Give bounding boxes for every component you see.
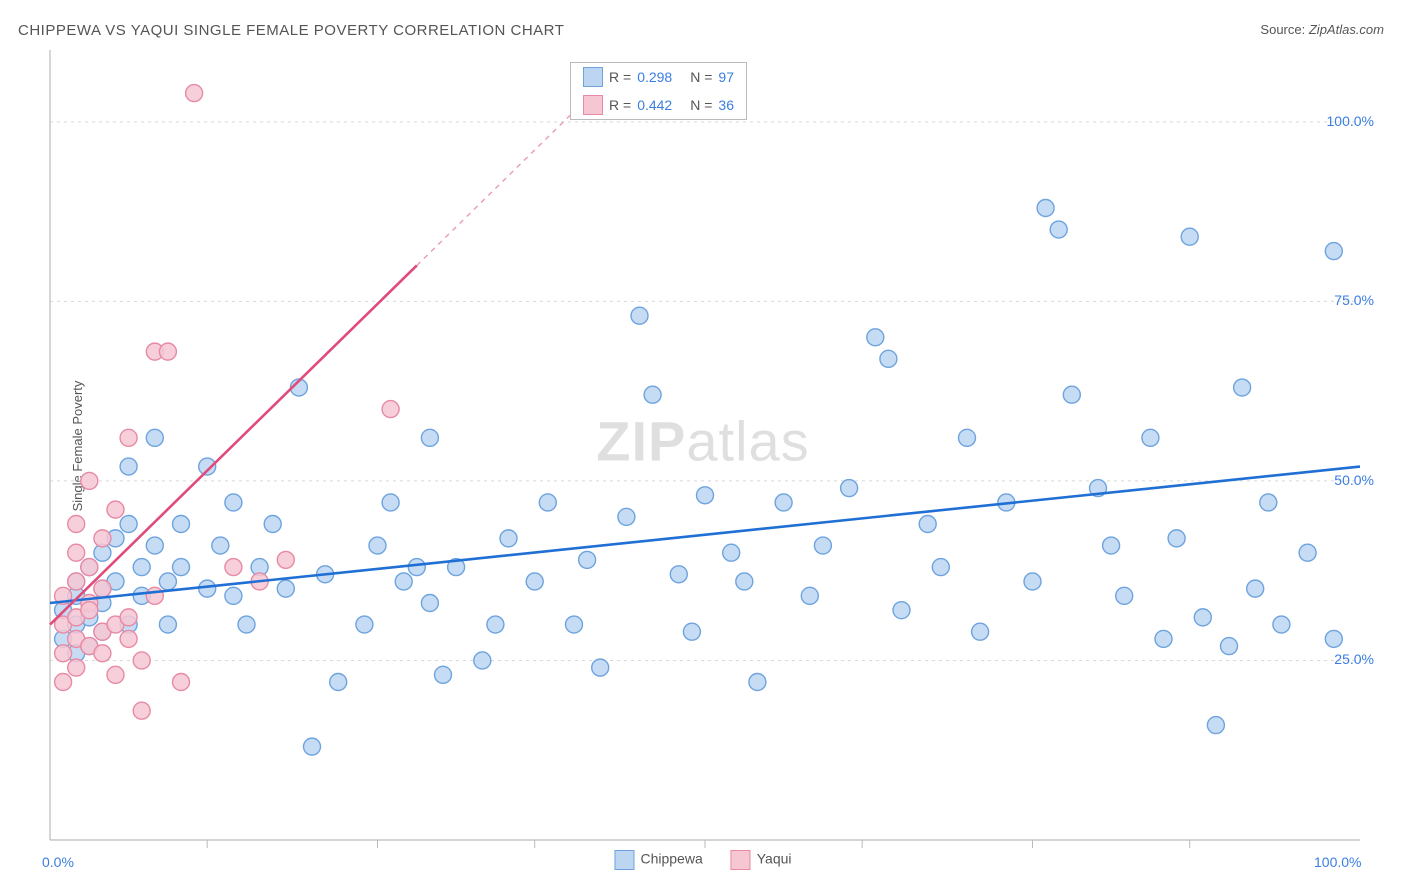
- scatter-plot: [0, 0, 1406, 892]
- stats-row: R =0.298N =97: [571, 63, 746, 91]
- y-tick-label: 100.0%: [1327, 113, 1374, 129]
- x-tick-label: 0.0%: [42, 854, 74, 870]
- correlation-stats-box: R =0.298N =97R =0.442N =36: [570, 62, 747, 120]
- stats-row: R =0.442N =36: [571, 91, 746, 119]
- y-tick-label: 75.0%: [1334, 292, 1374, 308]
- y-tick-label: 25.0%: [1334, 651, 1374, 667]
- legend-item: Chippewa: [614, 850, 702, 870]
- legend: Chippewa Yaqui: [614, 850, 791, 870]
- y-tick-label: 50.0%: [1334, 472, 1374, 488]
- legend-item: Yaqui: [731, 850, 792, 870]
- x-tick-label: 100.0%: [1314, 854, 1361, 870]
